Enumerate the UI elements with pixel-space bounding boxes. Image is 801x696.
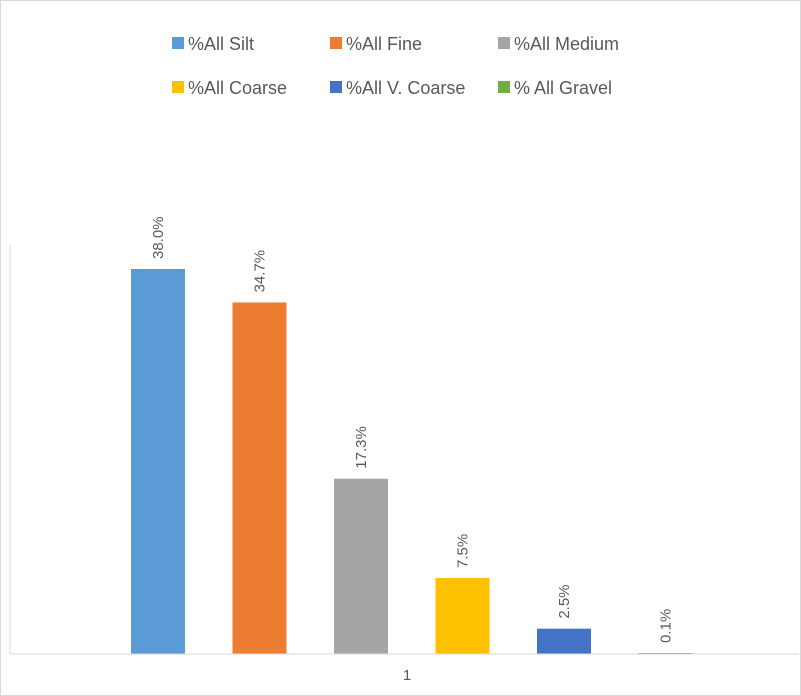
- legend-label: %All Coarse: [188, 78, 287, 98]
- legend-swatch: [330, 37, 342, 49]
- data-label: 34.7%: [252, 250, 269, 293]
- bar: [131, 269, 185, 654]
- legend-label: %All Medium: [514, 34, 619, 54]
- bar: [638, 652, 693, 654]
- bar: [537, 628, 591, 654]
- legend-swatch: [172, 37, 184, 49]
- bar: [435, 578, 490, 654]
- legend-label: %All Fine: [346, 34, 422, 54]
- data-label: 0.1%: [658, 609, 675, 643]
- bar-group: 38.0% 34.7% 17.3% 7.5% 2.5% 0.1%: [131, 216, 693, 654]
- legend: %All Silt %All Fine %All Medium %All Coarse…: [172, 34, 619, 98]
- data-label: 2.5%: [556, 584, 573, 618]
- bar: [334, 478, 388, 654]
- data-label: 38.0%: [150, 216, 167, 259]
- legend-swatch: [498, 81, 510, 93]
- x-tick-label: 1: [403, 667, 411, 684]
- legend-label: % All Gravel: [514, 78, 612, 98]
- legend-label: %All V. Coarse: [346, 78, 465, 98]
- data-label: 7.5%: [455, 534, 472, 568]
- legend-swatch: [330, 81, 342, 93]
- legend-swatch: [172, 81, 184, 93]
- legend-label: %All Silt: [188, 34, 254, 54]
- bar: [232, 302, 287, 654]
- data-label: 17.3%: [353, 426, 370, 469]
- legend-swatch: [498, 37, 510, 49]
